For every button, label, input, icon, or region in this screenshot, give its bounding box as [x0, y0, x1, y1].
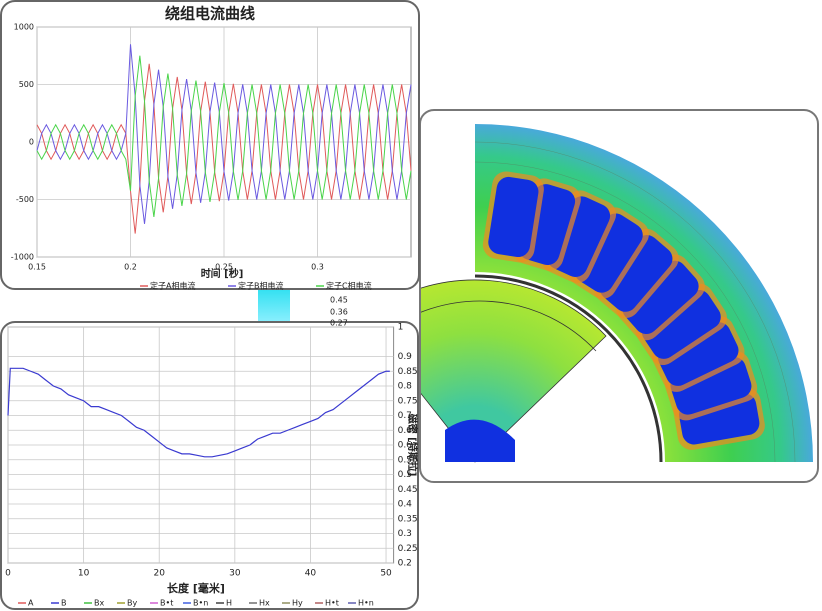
legend-label: B•t — [160, 599, 173, 608]
y-tick-label: 0.3 — [398, 529, 412, 539]
legend-label: 定子B相电流 — [238, 281, 284, 291]
y-tick-label: 0.9 — [398, 352, 413, 362]
data-line — [36, 55, 412, 218]
y-tick-label: -500 — [16, 195, 34, 204]
x-tick-label: 0 — [5, 569, 11, 579]
y-tick-label: 0 — [29, 138, 34, 147]
y-tick-label: 0.6 — [398, 441, 413, 451]
legend-label: B — [61, 599, 67, 608]
legend-label: H — [226, 599, 232, 608]
y-tick-label: 1 — [398, 323, 404, 333]
x-axis-label: 时间 [秒] — [201, 267, 244, 280]
y-tick-label: 0.45 — [398, 485, 418, 495]
slot — [641, 289, 721, 359]
y-tick-label: 500 — [19, 80, 34, 89]
field-line — [474, 161, 776, 463]
rotor — [421, 279, 607, 463]
data-line — [7, 367, 390, 458]
x-tick-label: 0.3 — [311, 263, 324, 272]
magnet — [445, 419, 515, 462]
legend-label: B•n — [193, 599, 208, 608]
y-tick-label: 0.35 — [398, 514, 418, 524]
legend-label: H•t — [325, 599, 339, 608]
legend-label: Hx — [259, 599, 270, 608]
slot — [488, 176, 539, 258]
y-tick-label: 0.2 — [398, 559, 412, 569]
slot — [574, 213, 643, 293]
motor-plot — [421, 124, 813, 463]
slot — [599, 235, 673, 312]
legend-label: 定子A相电流 — [150, 281, 195, 291]
x-axis-label: 长度 [毫米] — [167, 581, 225, 595]
y-tick-label: 0.25 — [398, 544, 418, 554]
y-tick-label: -1000 — [11, 253, 34, 262]
y-tick-label: 0.85 — [398, 367, 418, 377]
y-tick-label: 0.4 — [398, 500, 413, 510]
data-line — [36, 44, 412, 224]
x-tick-label: 20 — [153, 569, 165, 579]
air-gap — [474, 274, 663, 463]
chart-title: 绕组电流曲线 — [165, 5, 255, 23]
x-tick-label: 0.2 — [124, 263, 137, 272]
x-tick-label: 30 — [229, 569, 241, 579]
y-tick-label: 0.8 — [398, 382, 413, 392]
slot — [622, 260, 699, 335]
x-tick-label: 0.15 — [28, 263, 46, 272]
y-axis-label: 磁密 [特斯拉] — [406, 414, 419, 477]
y-tick-label: 0.65 — [398, 426, 418, 436]
legend-label: Bx — [94, 599, 104, 608]
field-line — [474, 141, 796, 463]
legend-label: H•n — [358, 599, 374, 608]
x-tick-label: 50 — [380, 569, 392, 579]
colorbar-label: 0.27 — [330, 319, 348, 328]
y-tick-label: 0.75 — [398, 396, 418, 406]
rotor-line — [421, 300, 597, 352]
y-tick-label: 0.7 — [398, 411, 412, 421]
x-tick-label: 40 — [305, 569, 317, 579]
x-tick-label: 0.25 — [215, 263, 233, 272]
y-tick-label: 0.5 — [398, 470, 412, 480]
y-tick-label: 1000 — [14, 23, 34, 32]
y-tick-label: 0.55 — [398, 455, 418, 465]
legend-label: A — [28, 599, 34, 608]
colorbar-label: 0.45 — [330, 296, 348, 305]
legend-label: By — [127, 599, 137, 608]
colorbar — [258, 288, 290, 324]
colorbar-label: 0.36 — [330, 308, 348, 317]
legend-label: Hy — [292, 599, 303, 608]
legend-label: 定子C相电流 — [326, 281, 372, 291]
slot — [658, 322, 739, 386]
x-tick-label: 10 — [78, 569, 90, 579]
